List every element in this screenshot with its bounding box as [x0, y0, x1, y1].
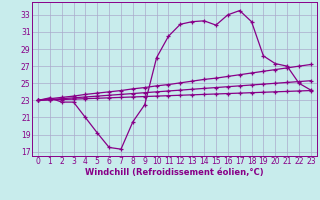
X-axis label: Windchill (Refroidissement éolien,°C): Windchill (Refroidissement éolien,°C) [85, 168, 264, 177]
